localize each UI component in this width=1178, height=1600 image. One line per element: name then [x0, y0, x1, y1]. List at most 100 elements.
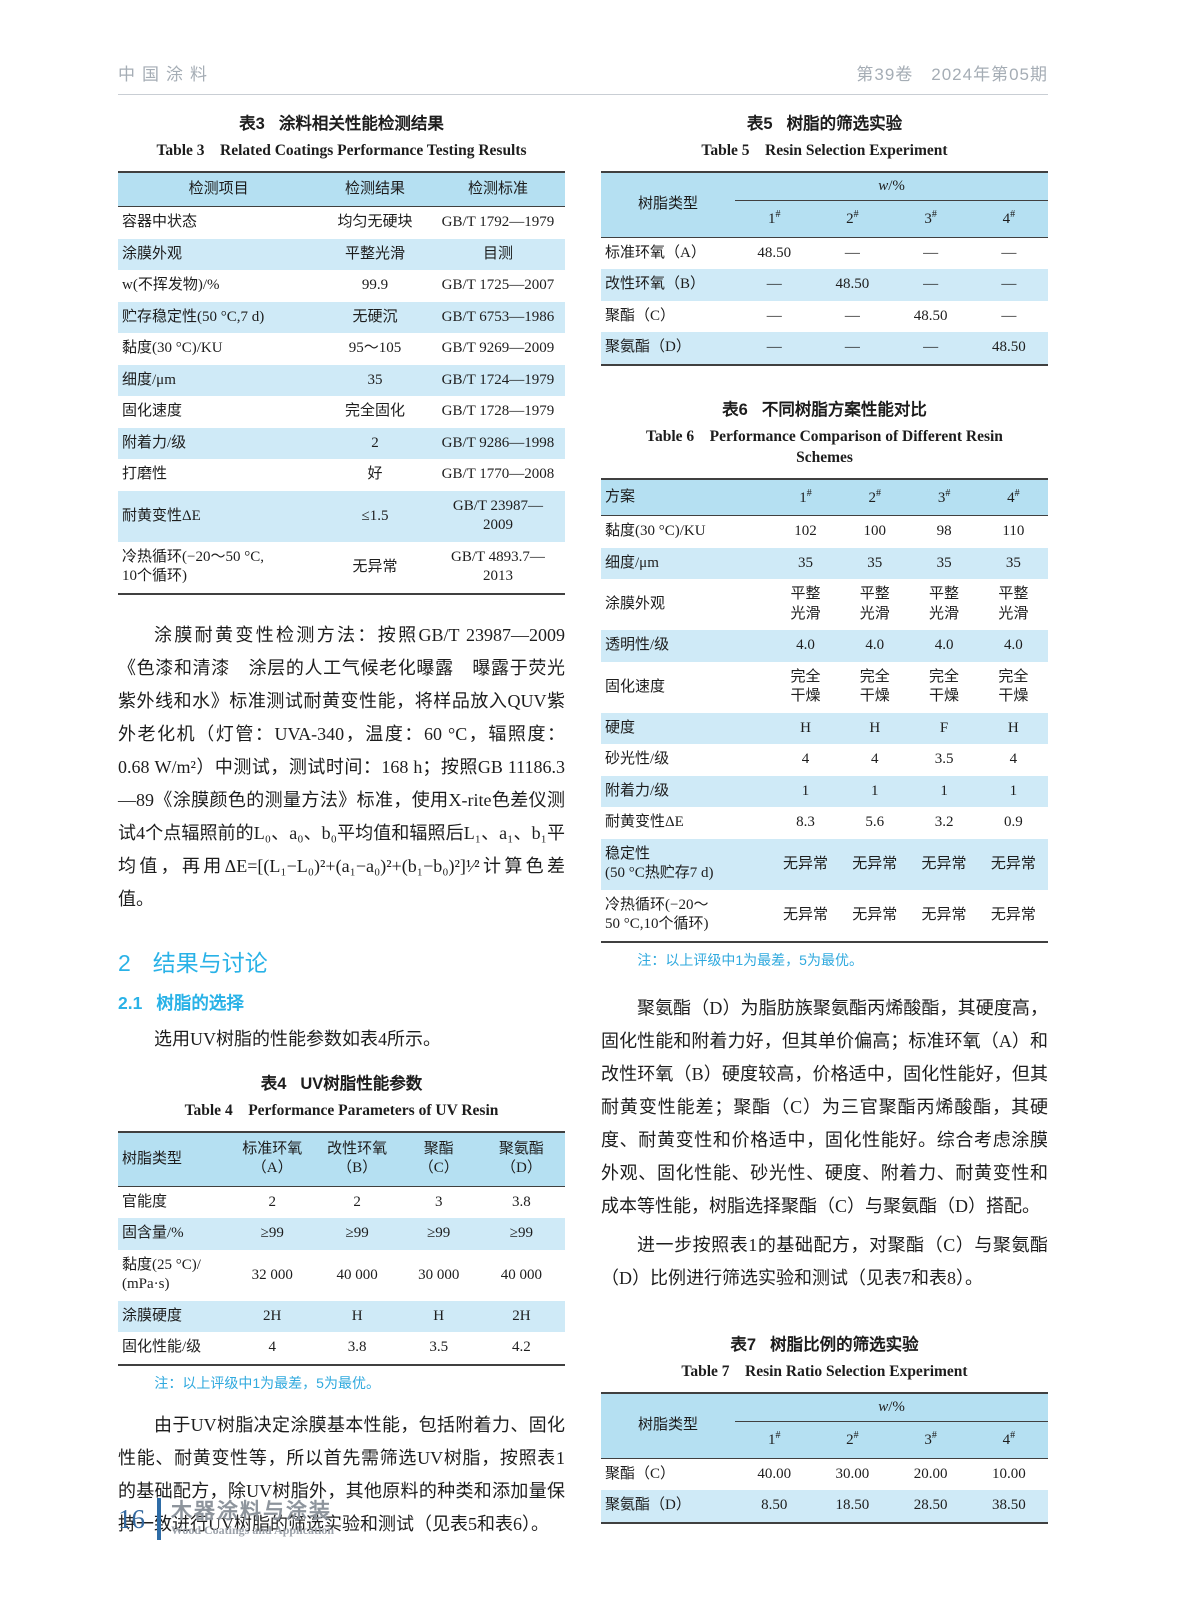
table-cell: 耐黄变性ΔE	[122, 507, 201, 524]
table-cell: —	[1001, 276, 1017, 293]
table-cell: —	[923, 244, 939, 261]
table-cell: 4	[871, 751, 879, 768]
table-cell: 2	[268, 1193, 276, 1210]
table-cell: 48.50	[757, 244, 792, 261]
table-cell: 容器中状态	[122, 214, 198, 231]
col-header: 1#	[799, 487, 812, 506]
table-cell: 1	[871, 782, 879, 799]
col-header: 树脂类型	[122, 1150, 183, 1167]
table-cell: 冷热循环(−20～50 °C, 10个循环)	[122, 548, 264, 585]
table7-title-en: Table 7 Resin Ratio Selection Experiment	[681, 1362, 968, 1380]
table3-title-en: Table 3 Related Coatings Performance Tes…	[156, 142, 527, 159]
table5-title-zh: 表5 树脂的筛选实验	[746, 115, 903, 133]
paragraph-uv-selection: 由于UV树脂决定涂膜基本性能，包括附着力、固化性能、耐黄变性等，所以首先需筛选U…	[118, 1414, 565, 1534]
table-header: 树脂类型 w/% 1# 2# 3# 4#	[601, 1392, 1048, 1459]
table-header: 树脂类型 标准环氧 （A） 改性环氧 （B） 聚酯 （C） 聚氨酯 （D）	[118, 1131, 565, 1187]
table-cell: 附着力/级	[122, 434, 187, 451]
table-cell: —	[844, 307, 860, 324]
table-cell: 38.50	[992, 1497, 1026, 1514]
table-cell: ≤1.5	[361, 507, 389, 524]
table-row: 黏度(25 °C)/ (mPa·s) 32 000 40 000 30 000 40 0…	[118, 1250, 565, 1301]
table-cell: 砂光性/级	[605, 751, 670, 768]
table-cell: GB/T 4893.7— 2013	[450, 548, 545, 585]
table-cell: 35	[367, 371, 383, 388]
volume-issue: 第39卷 2024年第05期	[856, 65, 1048, 84]
journal-name: 中国涂料	[118, 65, 214, 84]
col-header: 检测标准	[467, 180, 528, 197]
table6-title-en: Table 6 Performance Comparison of Differ…	[646, 427, 1003, 466]
table-row: 涂膜外观 平整 光滑 平整 光滑 平整 光滑 平整 光滑	[601, 579, 1048, 630]
table-row: 聚氨酯（D） 8.50 18.50 28.50 38.50	[601, 1490, 1048, 1523]
table-header: 检测项目 检测结果 检测标准	[118, 171, 565, 207]
table-cell: 3.2	[934, 814, 954, 831]
table-cell: —	[766, 276, 782, 293]
table-cell: w(不挥发物)/%	[122, 277, 220, 294]
table-cell: 20.00	[913, 1465, 948, 1482]
table4-block: 表4 UV树脂性能参数 Table 4 Performance Parameter…	[118, 1070, 565, 1393]
table-cell: 102	[794, 523, 817, 540]
col-header: 2#	[868, 487, 882, 506]
table-cell: —	[1001, 244, 1017, 261]
table-cell: ≥99	[345, 1225, 369, 1242]
paragraph-resin-discussion: 聚氨酯（D）为脂肪族聚氨酯丙烯酸酯，其硬度高，固化性能和附着力好，但其单价偏高；…	[601, 997, 1048, 1216]
table-cell: —	[844, 244, 860, 261]
table-cell: GB/T 1724—1979	[441, 371, 555, 388]
table-row: 黏度(30 °C)/KU 95～105 GB/T 9269—2009	[118, 333, 565, 365]
table-row: 贮存稳定性(50 °C,7 d) 无硬沉 GB/T 6753—1986	[118, 301, 565, 334]
col-header-group-w: w/%	[735, 1392, 1048, 1423]
col-header: 4#	[1002, 1430, 1016, 1449]
table-cell: 2	[353, 1193, 361, 1210]
table-cell: 48.50	[913, 307, 948, 324]
page-number: 16	[118, 1503, 145, 1534]
table-cell: 无异常	[921, 855, 967, 872]
table-cell: 平整 光滑	[790, 586, 821, 622]
table-cell: 无异常	[921, 906, 967, 923]
table6-block: 表6 不同树脂方案性能对比 Table 6 Performance Compari…	[601, 396, 1048, 970]
table-cell: 好	[367, 466, 383, 483]
table-row: 固含量/% ≥99 ≥99 ≥99 ≥99	[118, 1218, 565, 1250]
table-cell: 48.50	[992, 339, 1026, 356]
table-cell: 改性环氧（B）	[605, 276, 706, 293]
table-cell: GB/T 9286—1998	[441, 434, 555, 451]
table-row: 耐黄变性ΔE ≤1.5 GB/T 23987— 2009	[118, 490, 565, 542]
table-cell: 28.50	[913, 1497, 948, 1514]
table-cell: 2H	[512, 1307, 531, 1324]
table-cell: 1	[801, 782, 810, 799]
table-row: 聚酯（C） — — 48.50 —	[601, 301, 1048, 333]
table-cell: H	[1007, 719, 1019, 736]
table-cell: 稳定性 (50 °C热贮存7 d)	[605, 845, 714, 882]
table-cell: 48.50	[835, 276, 870, 293]
table-cell: 3.8	[347, 1339, 367, 1356]
table-cell: 官能度	[122, 1193, 168, 1210]
table-cell: 1	[1009, 782, 1018, 799]
table-cell: 打磨性	[122, 466, 168, 483]
table-row: 细度/μm 35 35 35 35	[601, 547, 1048, 580]
table-cell: 无异常	[852, 855, 898, 872]
table-row: 冷热循环(−20～ 50 °C,10个循环) 无异常 无异常 无异常 无异常	[601, 890, 1048, 942]
paragraph-further-test: 进一步按照表1的基础配方，对聚酯（C）与聚氨酯（D）比例进行筛选实验和测试（见表…	[601, 1234, 1048, 1288]
col-header-resin-type: 树脂类型	[638, 196, 699, 213]
table-cell: 5.6	[865, 814, 885, 831]
table-cell: 95～105	[348, 340, 402, 357]
table3: 检测项目 检测结果 检测标准 容器中状态 均匀无硬块 GB/T 1792—1979 涂膜外…	[118, 170, 565, 595]
table3-block: 表3 涂料相关性能检测结果 Table 3 Related Coatings Pe…	[118, 110, 565, 595]
table-cell: 聚氨酯（D）	[605, 1497, 691, 1514]
table-cell: —	[766, 307, 782, 324]
col-header: 聚酯 （C）	[418, 1140, 459, 1177]
table-row: 官能度 2 2 3 3.8	[118, 1186, 565, 1218]
footer-journal-block: 木器涂料与涂装 Wood Coatings and Application	[171, 1500, 334, 1537]
table-row: 耐黄变性ΔE 8.3 5.6 3.2 0.9	[601, 807, 1048, 839]
table-cell: 固化速度	[605, 678, 666, 695]
col-header: 检测结果	[345, 180, 406, 197]
table-row: 硬度 H H F H	[601, 712, 1048, 745]
table7-title-zh: 表7 树脂比例的筛选实验	[730, 1335, 919, 1354]
table-row: 标准环氧（A） 48.50 — — —	[601, 237, 1048, 269]
table-cell: 硬度	[605, 719, 636, 736]
table-cell: 无异常	[782, 855, 828, 872]
table-cell: 40 000	[500, 1266, 543, 1283]
table-row: 附着力/级 2 GB/T 9286—1998	[118, 427, 565, 460]
table-cell: 目测	[482, 245, 513, 262]
table3-title-zh: 表3 涂料相关性能检测结果	[239, 115, 444, 133]
table-cell: ≥99	[260, 1225, 284, 1242]
